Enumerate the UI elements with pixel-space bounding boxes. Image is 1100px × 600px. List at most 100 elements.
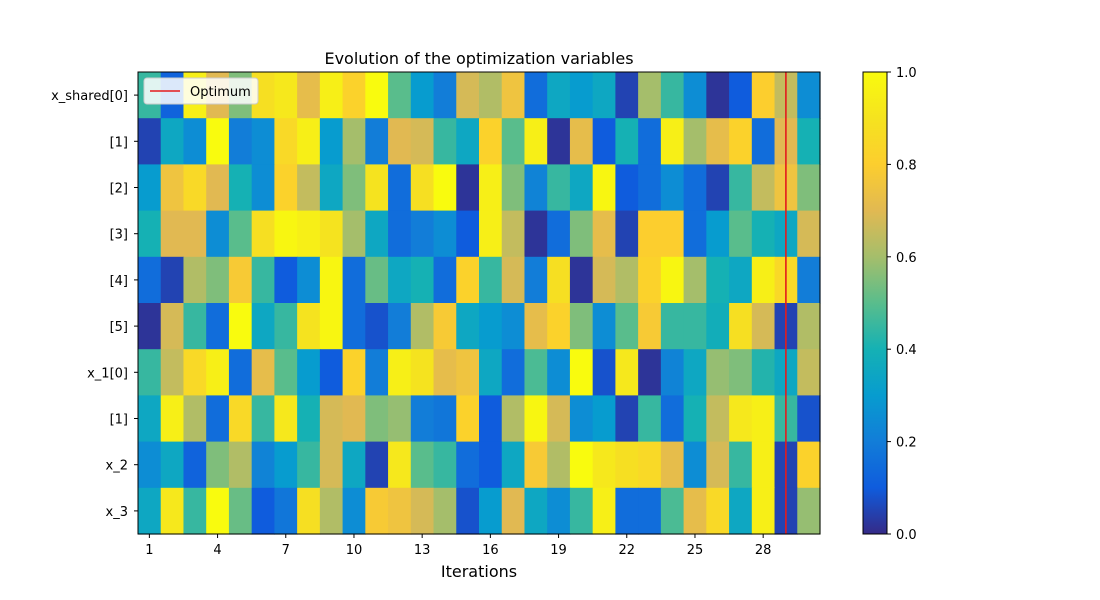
heatmap-cell (183, 487, 207, 535)
heatmap-cell (729, 349, 753, 396)
heatmap-cell (660, 441, 685, 489)
heatmap-cell (615, 349, 639, 396)
heatmap-cell (410, 395, 435, 443)
heatmap-cell (683, 303, 707, 350)
heatmap-cell (342, 395, 366, 443)
heatmap-cell (797, 487, 821, 535)
heatmap-cell (228, 210, 253, 258)
heatmap-cell (638, 72, 662, 119)
x-tick-label: 4 (213, 543, 221, 558)
heatmap-cell (524, 303, 548, 350)
heatmap-cell (729, 441, 753, 489)
heatmap-cell (456, 487, 480, 535)
heatmap-cell (410, 256, 435, 304)
heatmap-cells (138, 72, 821, 535)
heatmap-cell (297, 349, 321, 396)
x-tick-label: 1 (145, 543, 153, 558)
heatmap-cell (660, 349, 685, 396)
heatmap-cell (160, 256, 185, 304)
colorbar-tick-label: 0.8 (896, 158, 917, 173)
legend[interactable]: Optimum (143, 77, 259, 105)
heatmap-cell (206, 303, 230, 350)
heatmap-cell (228, 303, 253, 350)
heatmap-cell (456, 210, 480, 258)
heatmap-cell (729, 303, 753, 350)
heatmap-cell (660, 395, 685, 443)
heatmap-cell (569, 72, 594, 119)
heatmap-cell (751, 256, 776, 304)
heatmap-cell (547, 487, 571, 535)
heatmap-cell (592, 210, 616, 258)
heatmap-cell (183, 395, 207, 443)
heatmap-cell (319, 395, 344, 443)
heatmap-cell (138, 441, 162, 489)
heatmap-cell (183, 118, 207, 165)
heatmap-cell (501, 210, 526, 258)
heatmap-cell (797, 210, 821, 258)
x-tick-label: 28 (755, 543, 772, 558)
legend-box (143, 77, 259, 105)
heatmap-cell (138, 118, 162, 165)
heatmap-cell (706, 349, 730, 396)
heatmap-cell (660, 164, 685, 212)
heatmap-cell (524, 210, 548, 258)
heatmap-cell (797, 256, 821, 304)
heatmap-cell (751, 487, 776, 535)
heatmap-cell (160, 164, 185, 212)
heatmap-cell (297, 256, 321, 304)
heatmap-cell (297, 303, 321, 350)
heatmap-cell (501, 487, 526, 535)
heatmap-cell (683, 118, 707, 165)
heatmap-cell (297, 487, 321, 535)
heatmap-cell (592, 164, 616, 212)
heatmap-cell (751, 72, 776, 119)
heatmap-cell (342, 72, 366, 119)
heatmap-cell (342, 349, 366, 396)
heatmap-cell (183, 164, 207, 212)
heatmap-cell (706, 303, 730, 350)
heatmap-cell (729, 164, 753, 212)
heatmap-cell (297, 72, 321, 119)
heatmap-cell (592, 395, 616, 443)
colorbar-tick-label: 0.0 (896, 528, 917, 543)
heatmap-cell (751, 395, 776, 443)
heatmap-cell (342, 441, 366, 489)
heatmap-cell (501, 303, 526, 350)
heatmap-cell (569, 349, 594, 396)
heatmap-cell (274, 72, 298, 119)
heatmap-cell (160, 441, 185, 489)
heatmap-cell (751, 118, 776, 165)
heatmap-cell (410, 441, 435, 489)
heatmap-cell (206, 164, 230, 212)
heatmap-cell (592, 118, 616, 165)
heatmap-cell (251, 303, 275, 350)
heatmap-cell (456, 303, 480, 350)
heatmap-cell (160, 349, 185, 396)
heatmap-cell (228, 256, 253, 304)
heatmap-cell (410, 210, 435, 258)
heatmap-cell (138, 303, 162, 350)
heatmap-cell (479, 303, 503, 350)
x-tick-label: 7 (282, 543, 290, 558)
heatmap-cell (138, 395, 162, 443)
heatmap-cell (251, 164, 275, 212)
heatmap-cell (251, 487, 275, 535)
heatmap-cell (615, 118, 639, 165)
heatmap-cell (638, 118, 662, 165)
heatmap-cell (160, 487, 185, 535)
heatmap-cell (683, 164, 707, 212)
colorbar (862, 71, 888, 535)
heatmap-cell (547, 303, 571, 350)
heatmap-cell (183, 256, 207, 304)
heatmap-cell (251, 349, 275, 396)
y-tick-label: x_3 (106, 505, 128, 520)
y-tick-label: [3] (110, 228, 128, 243)
heatmap-cell (319, 72, 344, 119)
heatmap-cell (410, 164, 435, 212)
y-tick-label: [4] (110, 274, 128, 289)
x-tick-label: 16 (482, 543, 499, 558)
heatmap-cell (638, 441, 662, 489)
heatmap-cell (660, 118, 685, 165)
heatmap-cell (501, 256, 526, 304)
